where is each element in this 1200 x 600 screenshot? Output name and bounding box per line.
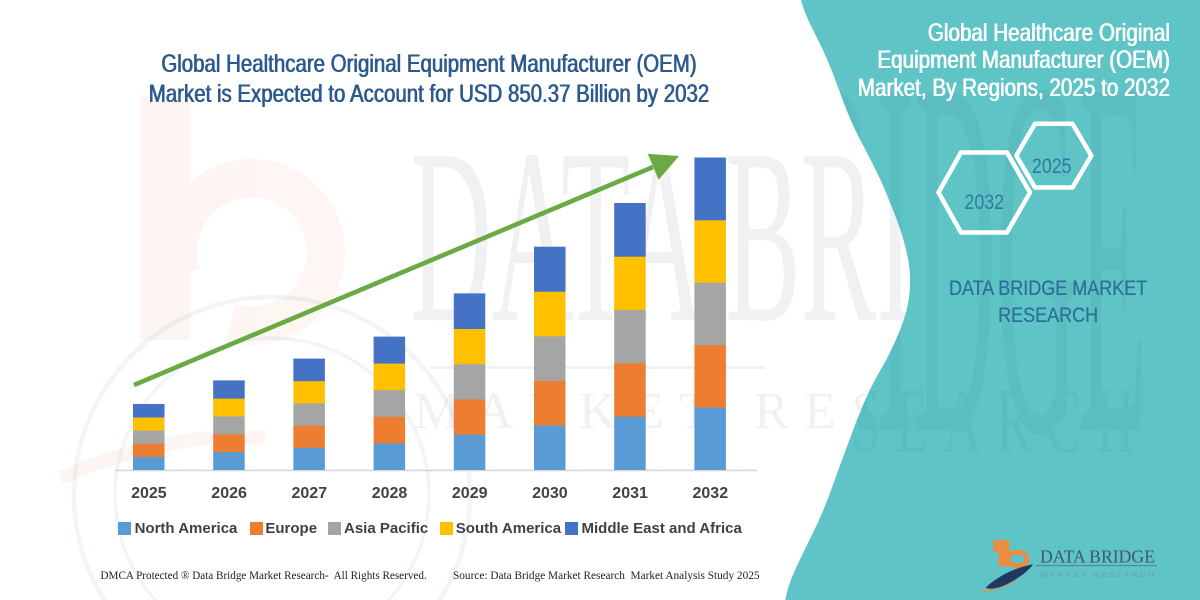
svg-text:DATA BRIDGE: DATA BRIDGE	[1040, 547, 1155, 567]
svg-text:M A R K E T R E S E A R C H: M A R K E T R E S E A R C H	[1041, 573, 1154, 579]
